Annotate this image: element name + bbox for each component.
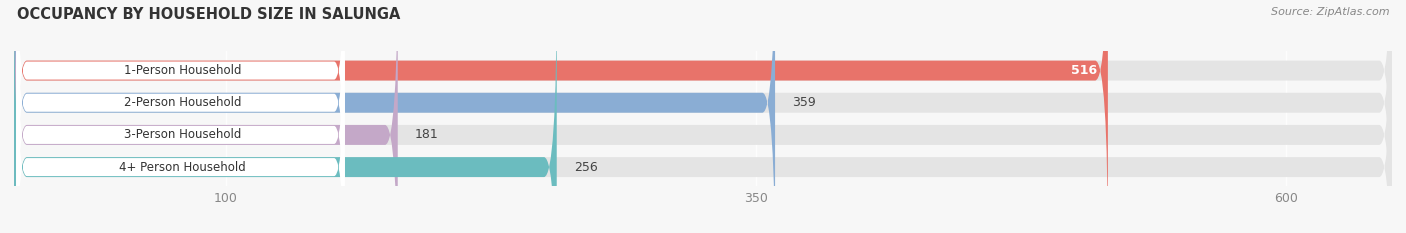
FancyBboxPatch shape: [14, 0, 775, 233]
FancyBboxPatch shape: [17, 0, 344, 233]
FancyBboxPatch shape: [17, 15, 344, 233]
FancyBboxPatch shape: [14, 0, 1392, 233]
FancyBboxPatch shape: [14, 0, 1392, 233]
Text: 516: 516: [1071, 64, 1097, 77]
Text: 1-Person Household: 1-Person Household: [124, 64, 242, 77]
FancyBboxPatch shape: [14, 0, 398, 233]
FancyBboxPatch shape: [14, 0, 1392, 233]
FancyBboxPatch shape: [14, 0, 1108, 233]
FancyBboxPatch shape: [17, 0, 344, 223]
Text: 256: 256: [574, 161, 598, 174]
Text: 3-Person Household: 3-Person Household: [124, 128, 242, 141]
Text: 4+ Person Household: 4+ Person Household: [120, 161, 246, 174]
Text: OCCUPANCY BY HOUSEHOLD SIZE IN SALUNGA: OCCUPANCY BY HOUSEHOLD SIZE IN SALUNGA: [17, 7, 401, 22]
FancyBboxPatch shape: [17, 0, 344, 233]
Text: 359: 359: [792, 96, 815, 109]
Text: Source: ZipAtlas.com: Source: ZipAtlas.com: [1271, 7, 1389, 17]
FancyBboxPatch shape: [14, 0, 557, 233]
Text: 2-Person Household: 2-Person Household: [124, 96, 242, 109]
FancyBboxPatch shape: [14, 0, 1392, 233]
Text: 181: 181: [415, 128, 439, 141]
